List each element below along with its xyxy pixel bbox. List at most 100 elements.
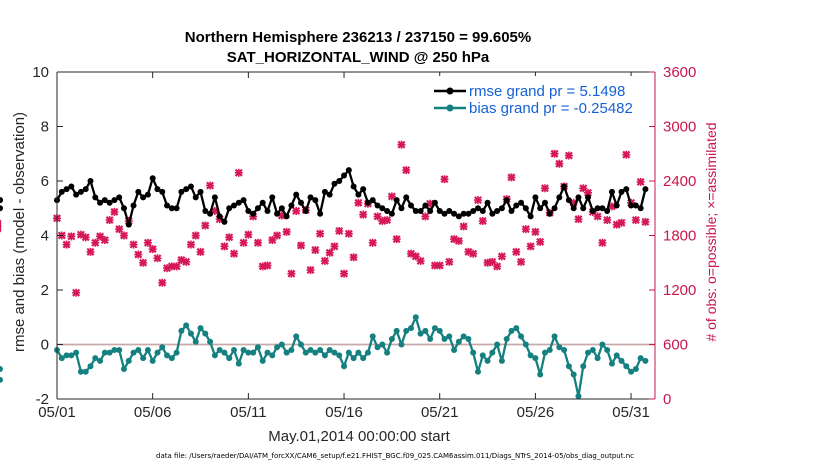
y-tick-label: -2: [36, 391, 49, 408]
assimilated-marker: [603, 216, 612, 225]
assimilated-marker: [478, 216, 487, 225]
legend: rmse grand pr = 5.1498 bias grand pr = -…: [429, 76, 653, 124]
bias-point: [231, 346, 238, 353]
bias-point: [297, 341, 304, 348]
assimilated-marker: [311, 246, 320, 255]
y-right-tick-label: 3600: [663, 64, 696, 81]
rmse-point: [546, 210, 553, 217]
bias-point: [0, 366, 3, 373]
assimilated-marker: [435, 261, 444, 270]
axis-ticks: 05/01 05/06 05/11 05/16 05/21 05/26 05/31-2024…: [32, 64, 696, 421]
x-tick-label: 05/01: [38, 404, 76, 421]
rmse-line: [56, 168, 647, 226]
rmse-point: [216, 213, 223, 220]
x-tick-label: 05/31: [612, 404, 650, 421]
assimilated-marker: [62, 240, 71, 249]
rmse-point: [513, 202, 520, 209]
rmse-point: [604, 207, 611, 214]
bias-point: [431, 325, 438, 332]
bias-point: [116, 346, 123, 353]
rmse-point: [408, 202, 415, 209]
assimilated-marker: [158, 278, 167, 287]
bias-point: [632, 366, 639, 373]
assimilated-marker: [555, 159, 564, 168]
rmse-point: [494, 207, 501, 214]
rmse-point: [178, 188, 185, 195]
rmse-point: [427, 207, 434, 214]
rmse-point: [331, 180, 338, 187]
rmse-point: [240, 197, 247, 204]
assimilated-marker: [469, 249, 478, 258]
bias-point: [235, 360, 242, 367]
rmse-point: [221, 218, 228, 225]
rmse-point: [618, 188, 625, 195]
rmse-point: [623, 186, 630, 193]
rmse-point: [455, 213, 462, 220]
rmse-point: [379, 205, 386, 212]
rmse-point: [149, 175, 156, 182]
rmse-point: [120, 205, 127, 212]
bias-point: [207, 338, 214, 345]
rmse-point: [599, 205, 606, 212]
y-tick-label: 6: [41, 173, 49, 190]
assimilated-marker: [201, 221, 210, 230]
rmse-point: [374, 202, 381, 209]
rmse-point: [585, 194, 592, 201]
rmse-point: [326, 191, 333, 198]
bias-point: [254, 344, 261, 351]
assimilated-marker: [392, 235, 401, 244]
bias-point: [350, 355, 357, 362]
y-right-tick-label: 600: [663, 337, 688, 354]
rmse-point: [259, 199, 266, 206]
assimilated-marker: [598, 238, 607, 247]
rmse-point: [125, 221, 132, 228]
rmse-point: [73, 191, 80, 198]
assimilated-marker: [493, 262, 502, 271]
bias-point: [412, 314, 419, 321]
assimilated-marker: [253, 238, 262, 247]
bias-point: [393, 327, 400, 334]
bias-point: [187, 330, 194, 337]
assimilated-marker: [234, 168, 243, 177]
rmse-point: [92, 194, 99, 201]
assimilated-marker: [129, 240, 138, 249]
assimilated-marker: [100, 236, 109, 245]
bias-point: [77, 368, 84, 375]
bias-point: [388, 336, 395, 343]
assimilated-marker: [440, 175, 449, 184]
bias-point: [637, 355, 644, 362]
assimilated-marker: [359, 210, 368, 219]
y-tick-label: 2: [41, 282, 49, 299]
bias-point: [250, 349, 257, 356]
assimilated-marker: [320, 256, 329, 265]
bias-point: [183, 322, 190, 329]
assimilated-marker: [115, 225, 124, 234]
assimilated-marker: [316, 229, 325, 238]
bias-point: [379, 341, 386, 348]
y-right-tick-label: 3000: [663, 119, 696, 136]
bias-point: [159, 344, 166, 351]
rmse-point: [283, 213, 290, 220]
y-tick-label: 0: [41, 337, 49, 354]
rmse-point: [288, 202, 295, 209]
rmse-point: [532, 194, 539, 201]
assimilated-marker: [622, 150, 631, 159]
rmse-point: [570, 205, 577, 212]
assimilated-marker: [397, 140, 406, 149]
assimilated-marker: [536, 237, 545, 246]
rmse-point: [245, 207, 252, 214]
bias-point: [92, 355, 99, 362]
rmse-point: [226, 205, 233, 212]
rmse-point: [537, 205, 544, 212]
assimilated-marker: [81, 233, 90, 242]
bias-point: [164, 352, 171, 359]
bias-point: [135, 346, 142, 353]
bias-point: [326, 346, 333, 353]
rmse-point: [369, 197, 376, 204]
rmse-point: [274, 210, 281, 217]
rmse-point: [632, 202, 639, 209]
assimilated-marker: [296, 241, 305, 250]
bias-point: [82, 368, 89, 375]
rmse-point: [484, 199, 491, 206]
